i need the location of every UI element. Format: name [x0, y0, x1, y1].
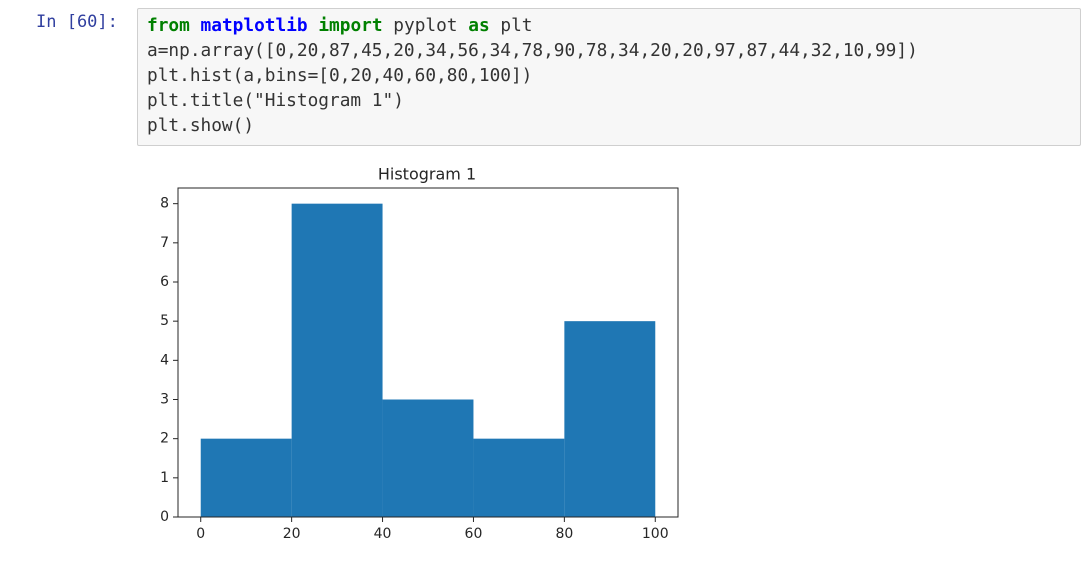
- code-line: a=np.array([0,20,87,45,20,34,56,34,78,90…: [147, 40, 918, 61]
- x-tick-label: 20: [283, 526, 301, 542]
- module: pyplot: [393, 15, 458, 36]
- x-tick-label: 40: [374, 526, 392, 542]
- code-cell[interactable]: from matplotlib import pyplot as plt a=np…: [137, 8, 1081, 146]
- code-line: from matplotlib import pyplot as plt: [147, 13, 1080, 38]
- bar: [473, 438, 565, 517]
- y-tick-label: 3: [160, 392, 169, 408]
- cell-prompt: In [60]:: [36, 12, 118, 32]
- module: matplotlib: [200, 15, 308, 36]
- y-tick-label: 7: [160, 235, 169, 251]
- keyword: as: [468, 15, 490, 36]
- bar: [564, 321, 656, 517]
- y-tick-label: 5: [160, 313, 169, 329]
- y-tick-label: 0: [160, 509, 169, 525]
- bar: [382, 399, 474, 517]
- code-line: plt.hist(a,bins=[0,20,40,60,80,100]): [147, 65, 533, 86]
- y-tick-label: 2: [160, 431, 169, 447]
- alias: plt: [500, 15, 533, 36]
- bar: [200, 438, 292, 517]
- x-tick-label: 0: [196, 526, 205, 542]
- axes-frame: [177, 187, 679, 518]
- y-tick-label: 6: [160, 274, 169, 290]
- chart-title: Histogram 1: [378, 165, 476, 184]
- bar: [291, 203, 383, 517]
- y-tick-label: 8: [160, 196, 169, 212]
- keyword: import: [318, 15, 383, 36]
- x-tick-label: 100: [642, 526, 669, 542]
- x-tick-label: 60: [465, 526, 483, 542]
- keyword: from: [147, 15, 190, 36]
- y-tick-label: 4: [160, 352, 169, 368]
- y-tick-label: 1: [160, 470, 169, 486]
- code-line: plt.title("Histogram 1"): [147, 90, 404, 111]
- code-line: plt.show(): [147, 115, 255, 136]
- x-tick-label: 80: [555, 526, 573, 542]
